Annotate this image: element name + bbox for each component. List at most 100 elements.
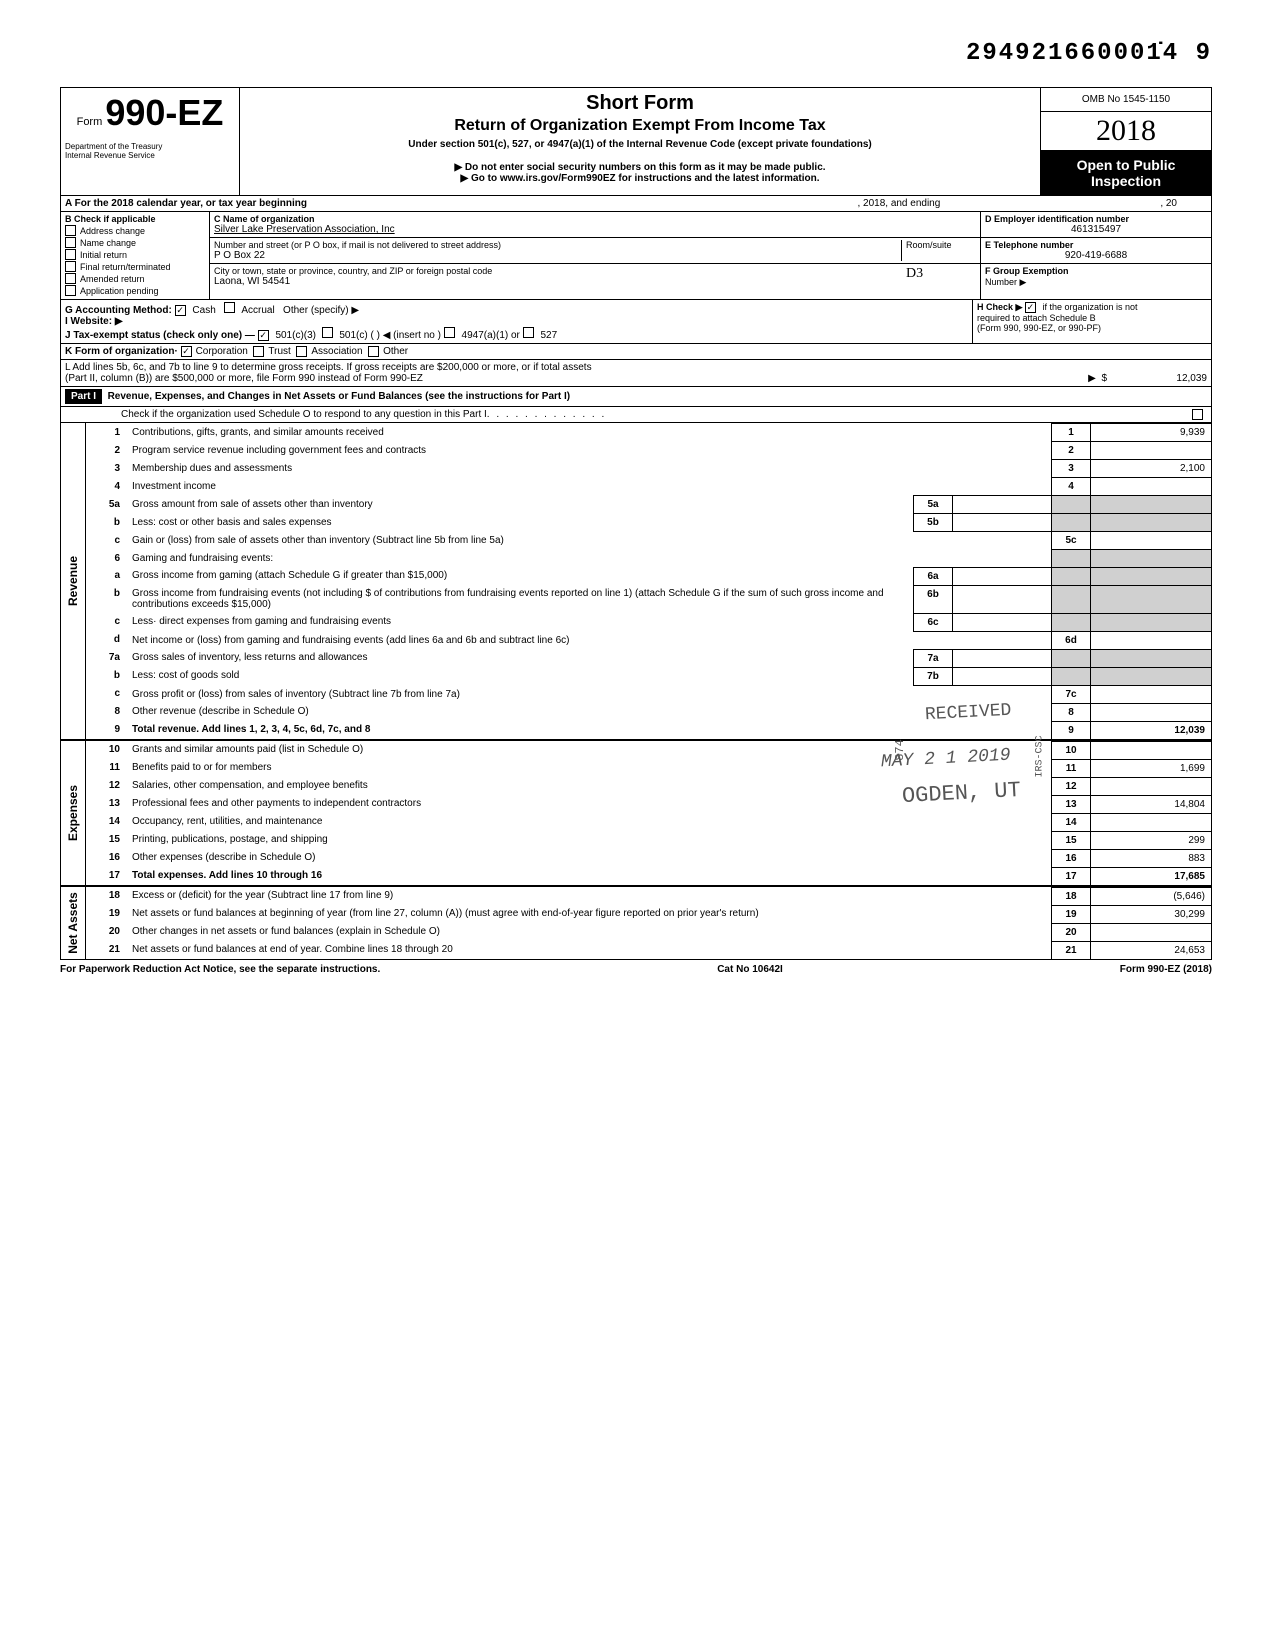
- cb-cash[interactable]: [175, 305, 186, 316]
- box-value: 2,100: [1091, 460, 1212, 478]
- addr-value: P O Box 22: [214, 250, 901, 261]
- box-value: 30,299: [1091, 905, 1212, 923]
- line-number: 10: [86, 741, 128, 759]
- cb-other-org[interactable]: [368, 346, 379, 357]
- box-number: 1: [1052, 424, 1091, 442]
- line-desc: Gain or (loss) from sale of assets other…: [128, 532, 1052, 550]
- box-number: 10: [1052, 741, 1091, 759]
- box-number: 8: [1052, 703, 1091, 721]
- box-number: 9: [1052, 721, 1091, 739]
- lbl-trust: Trust: [268, 346, 290, 357]
- lbl-cash: Cash: [192, 305, 215, 316]
- cb-initial-return[interactable]: [65, 249, 76, 260]
- mid-val: [953, 585, 1052, 613]
- line-row: bLess: cost of goods sold7b: [86, 667, 1211, 685]
- vtab-revenue: Revenue: [61, 423, 86, 739]
- cb-amended[interactable]: [65, 273, 76, 284]
- lbl-accrual: Accrual: [241, 305, 274, 316]
- box-value: 24,653: [1091, 941, 1212, 959]
- title-short-form: Short Form: [248, 92, 1032, 115]
- line-number: 12: [86, 777, 128, 795]
- box-number: 13: [1052, 795, 1091, 813]
- box-value: 883: [1091, 849, 1212, 867]
- document-number: 294921660001̇4 9: [60, 40, 1212, 67]
- row-e-label: E Telephone number: [985, 240, 1207, 250]
- city-value: Laona, WI 54541: [214, 276, 906, 287]
- shaded-val: [1091, 496, 1212, 514]
- part1-check-text: Check if the organization used Schedule …: [121, 409, 487, 420]
- footer-left: For Paperwork Reduction Act Notice, see …: [60, 964, 380, 975]
- cb-address-change[interactable]: [65, 225, 76, 236]
- line-row: bGross income from fundraising events (n…: [86, 585, 1211, 613]
- line-number: b: [86, 585, 128, 613]
- cb-corp[interactable]: [181, 346, 192, 357]
- lbl-insert: ) ◀ (insert no ): [377, 330, 441, 341]
- cb-accrual[interactable]: [224, 302, 235, 313]
- shaded-val: [1091, 585, 1212, 613]
- line-row: 5aGross amount from sale of assets other…: [86, 496, 1211, 514]
- row-l-arrow: ▶: [1088, 373, 1096, 384]
- row-h-text3: (Form 990, 990-EZ, or 990-PF): [977, 323, 1101, 333]
- room-suite-label: Room/suite: [901, 240, 976, 261]
- cb-name-change[interactable]: [65, 237, 76, 248]
- box-number: 14: [1052, 813, 1091, 831]
- part1-title: Revenue, Expenses, and Changes in Net As…: [108, 391, 571, 402]
- cb-501c[interactable]: [322, 327, 333, 338]
- line-row: cGross profit or (loss) from sales of in…: [86, 685, 1211, 703]
- line-desc: Membership dues and assessments: [128, 460, 1052, 478]
- header-left: Form 990-EZ Department of the Treasury I…: [61, 88, 240, 195]
- shaded-val: [1091, 649, 1212, 667]
- cb-501c3[interactable]: [258, 330, 269, 341]
- row-i-label: I Website: ▶: [65, 316, 123, 327]
- box-value: [1091, 741, 1212, 759]
- lbl-501c: 501(c) (: [339, 330, 373, 341]
- lbl-other-org: Other: [383, 346, 408, 357]
- line-row: 3Membership dues and assessments32,100: [86, 460, 1211, 478]
- netassets-table: 18Excess or (deficit) for the year (Subt…: [86, 887, 1211, 959]
- city-label: City or town, state or province, country…: [214, 266, 906, 276]
- cb-final-return[interactable]: [65, 261, 76, 272]
- line-number: 3: [86, 460, 128, 478]
- line-desc: Less: cost of goods sold: [128, 667, 914, 685]
- line-number: d: [86, 631, 128, 649]
- line-desc: Excess or (deficit) for the year (Subtra…: [128, 887, 1052, 905]
- box-number: 18: [1052, 887, 1091, 905]
- col-right-def: D Employer identification number 4613154…: [980, 212, 1211, 299]
- revenue-table: 1Contributions, gifts, grants, and simil…: [86, 423, 1211, 739]
- cb-app-pending[interactable]: [65, 285, 76, 296]
- line-row: 6Gaming and fundraising events:: [86, 550, 1211, 568]
- col-c-org: C Name of organization Silver Lake Prese…: [210, 212, 980, 299]
- cb-assoc[interactable]: [296, 346, 307, 357]
- lbl-amended: Amended return: [80, 274, 145, 284]
- cb-schedule-b[interactable]: [1025, 302, 1036, 313]
- line-desc: Other expenses (describe in Schedule O): [128, 849, 1052, 867]
- cb-schedule-o[interactable]: [1192, 409, 1203, 420]
- line-number: 1: [86, 424, 128, 442]
- line-number: 11: [86, 759, 128, 777]
- line-number: 15: [86, 831, 128, 849]
- box-value: [1091, 685, 1212, 703]
- line-desc: Gross profit or (loss) from sales of inv…: [128, 685, 1052, 703]
- box-value: 299: [1091, 831, 1212, 849]
- mid-val: [953, 514, 1052, 532]
- box-value: 9,939: [1091, 424, 1212, 442]
- cb-trust[interactable]: [253, 346, 264, 357]
- open-public: Open to Public Inspection: [1041, 151, 1211, 195]
- shaded-val: [1091, 514, 1212, 532]
- box-value: [1091, 777, 1212, 795]
- line-number: 16: [86, 849, 128, 867]
- part1-label: Part I: [65, 389, 102, 404]
- cb-527[interactable]: [523, 327, 534, 338]
- lbl-address-change: Address change: [80, 226, 145, 236]
- box-number: 20: [1052, 923, 1091, 941]
- box-value: 1,699: [1091, 759, 1212, 777]
- box-number: 15: [1052, 831, 1091, 849]
- row-h-text2: required to attach Schedule B: [977, 313, 1096, 323]
- line-row: 4Investment income4: [86, 478, 1211, 496]
- row-k-label: K Form of organization·: [65, 346, 178, 357]
- line-number: 17: [86, 867, 128, 885]
- form-name: 990-EZ: [105, 92, 223, 133]
- shaded-box: [1052, 613, 1091, 631]
- line-row: 1Contributions, gifts, grants, and simil…: [86, 424, 1211, 442]
- cb-4947[interactable]: [444, 327, 455, 338]
